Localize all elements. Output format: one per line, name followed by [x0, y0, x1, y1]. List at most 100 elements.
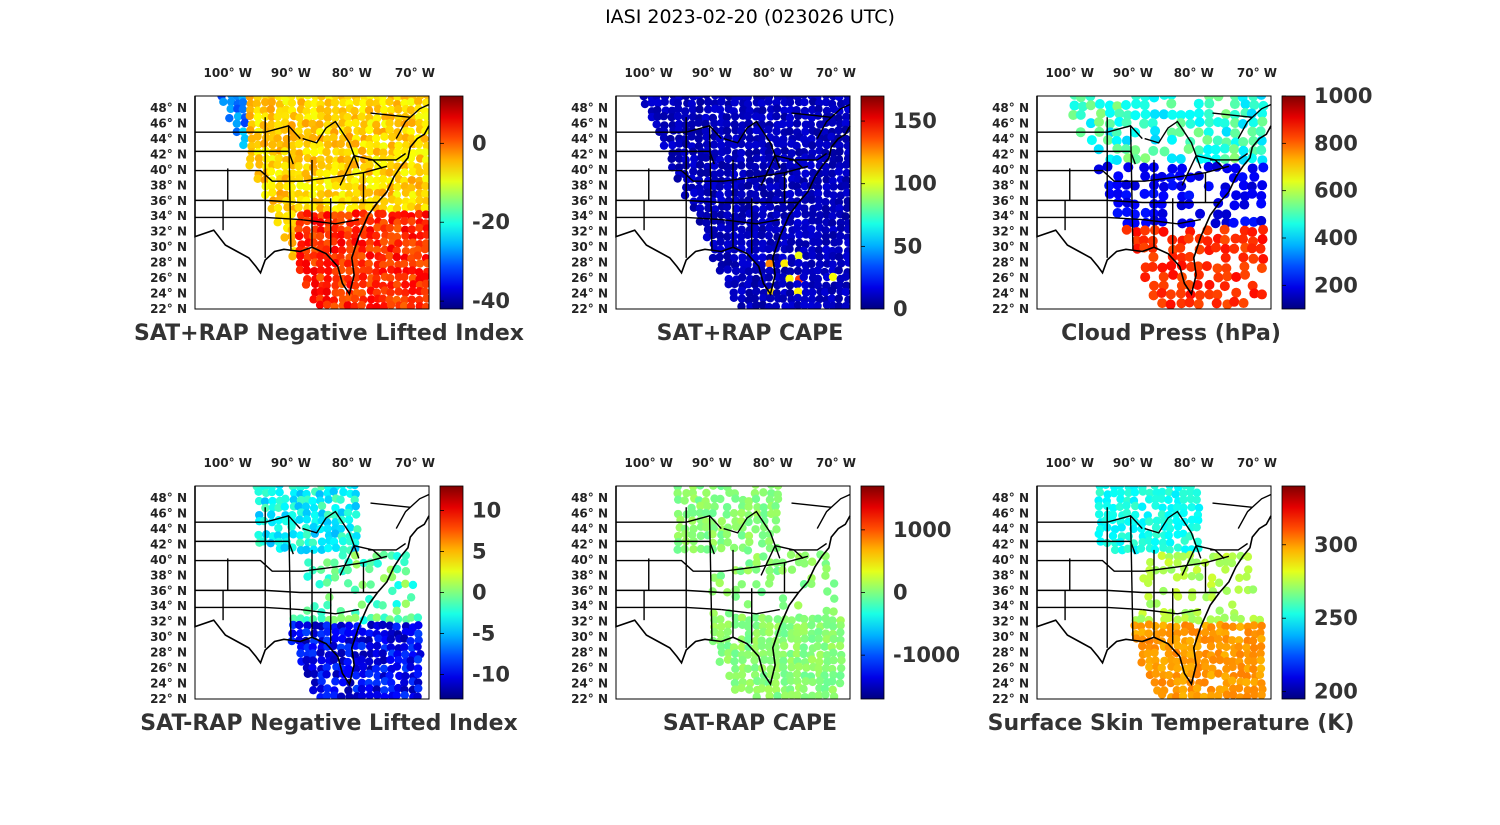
- data-point: [414, 621, 423, 630]
- data-point: [815, 676, 825, 686]
- data-point: [401, 197, 411, 206]
- data-point: [1203, 108, 1214, 119]
- data-point: [401, 141, 411, 150]
- data-point: [1256, 263, 1267, 274]
- data-point: [1166, 98, 1177, 109]
- data-point: [372, 245, 382, 255]
- data-point: [303, 139, 312, 149]
- latitude-tick: 42° N: [992, 537, 1029, 551]
- data-point: [337, 238, 346, 247]
- data-point: [1138, 487, 1148, 496]
- data-point: [1166, 127, 1177, 138]
- data-point: [268, 148, 278, 157]
- data-point: [315, 168, 325, 178]
- data-point: [1130, 145, 1141, 156]
- data-point: [745, 537, 754, 547]
- data-point: [1146, 558, 1155, 567]
- data-point: [773, 486, 783, 490]
- data-point: [1258, 224, 1269, 235]
- latitude-tick: 22° N: [571, 302, 608, 316]
- data-point: [1184, 190, 1195, 201]
- latitude-tick: 24° N: [992, 677, 1029, 691]
- data-point: [821, 197, 830, 207]
- data-point: [1150, 648, 1159, 657]
- latitude-tick: 32° N: [150, 615, 187, 629]
- data-point: [808, 105, 817, 114]
- data-point: [1171, 490, 1180, 499]
- data-point: [1239, 199, 1250, 210]
- data-point: [1159, 146, 1170, 157]
- data-point: [401, 599, 411, 608]
- data-point: [400, 210, 409, 219]
- data-point: [829, 692, 839, 699]
- data-point: [1164, 531, 1173, 540]
- latitude-tick: 28° N: [571, 256, 608, 270]
- data-point: [371, 280, 381, 289]
- data-point: [1230, 163, 1241, 174]
- data-point: [329, 615, 339, 625]
- data-point: [806, 161, 815, 170]
- data-point: [338, 486, 347, 490]
- data-point: [295, 620, 304, 630]
- data-point: [1093, 164, 1104, 175]
- data-point: [1212, 289, 1223, 300]
- data-point: [350, 202, 359, 212]
- data-point: [344, 182, 354, 191]
- colorbar-tick-label: -40: [472, 289, 510, 313]
- panel-6: 100° W 90° W 80° W 70° W48° N46° N44° N42° …: [988, 456, 1358, 736]
- data-point: [764, 302, 774, 309]
- data-point: [800, 223, 810, 233]
- data-point: [408, 190, 418, 200]
- data-point: [647, 98, 656, 107]
- data-point: [308, 183, 318, 192]
- data-point: [779, 272, 788, 282]
- data-point: [385, 223, 395, 233]
- data-point: [415, 167, 424, 177]
- data-point: [351, 139, 360, 149]
- data-point: [813, 231, 823, 240]
- longitude-tick: 90° W: [1113, 66, 1153, 80]
- data-point: [337, 648, 346, 658]
- data-point: [765, 223, 774, 233]
- data-point: [294, 231, 304, 241]
- state-border: [195, 126, 300, 139]
- data-point: [1214, 691, 1223, 699]
- data-point: [1256, 289, 1267, 300]
- data-point: [414, 140, 424, 149]
- data-point: [1110, 545, 1120, 555]
- data-point: [351, 501, 360, 511]
- data-point: [344, 686, 353, 695]
- data-point: [829, 670, 838, 680]
- data-point: [322, 663, 331, 672]
- data-point: [330, 302, 339, 309]
- data-point: [400, 272, 409, 282]
- data-point: [281, 111, 290, 121]
- data-point: [1248, 636, 1258, 646]
- panel-title: SAT-RAP CAPE: [663, 711, 837, 736]
- data-point: [729, 162, 738, 172]
- data-point: [232, 119, 242, 128]
- data-point: [1140, 272, 1151, 283]
- data-point: [751, 525, 760, 534]
- data-point: [1101, 486, 1110, 490]
- data-point: [814, 238, 823, 247]
- data-point: [364, 259, 373, 268]
- map-frame: [1036, 485, 1272, 700]
- data-point: [1113, 171, 1124, 182]
- data-point: [1178, 552, 1188, 561]
- data-point: [1157, 494, 1166, 503]
- data-point: [366, 303, 375, 309]
- data-point: [738, 655, 747, 665]
- data-point: [844, 295, 850, 304]
- data-point: [1186, 650, 1195, 660]
- data-point: [1179, 529, 1188, 538]
- data-point: [344, 621, 354, 631]
- data-point: [731, 613, 741, 623]
- data-point: [422, 294, 429, 303]
- data-point: [1175, 118, 1186, 129]
- data-point: [743, 664, 753, 674]
- data-point: [723, 258, 733, 267]
- data-point: [366, 649, 376, 658]
- data-point: [406, 656, 415, 665]
- data-point: [841, 272, 850, 282]
